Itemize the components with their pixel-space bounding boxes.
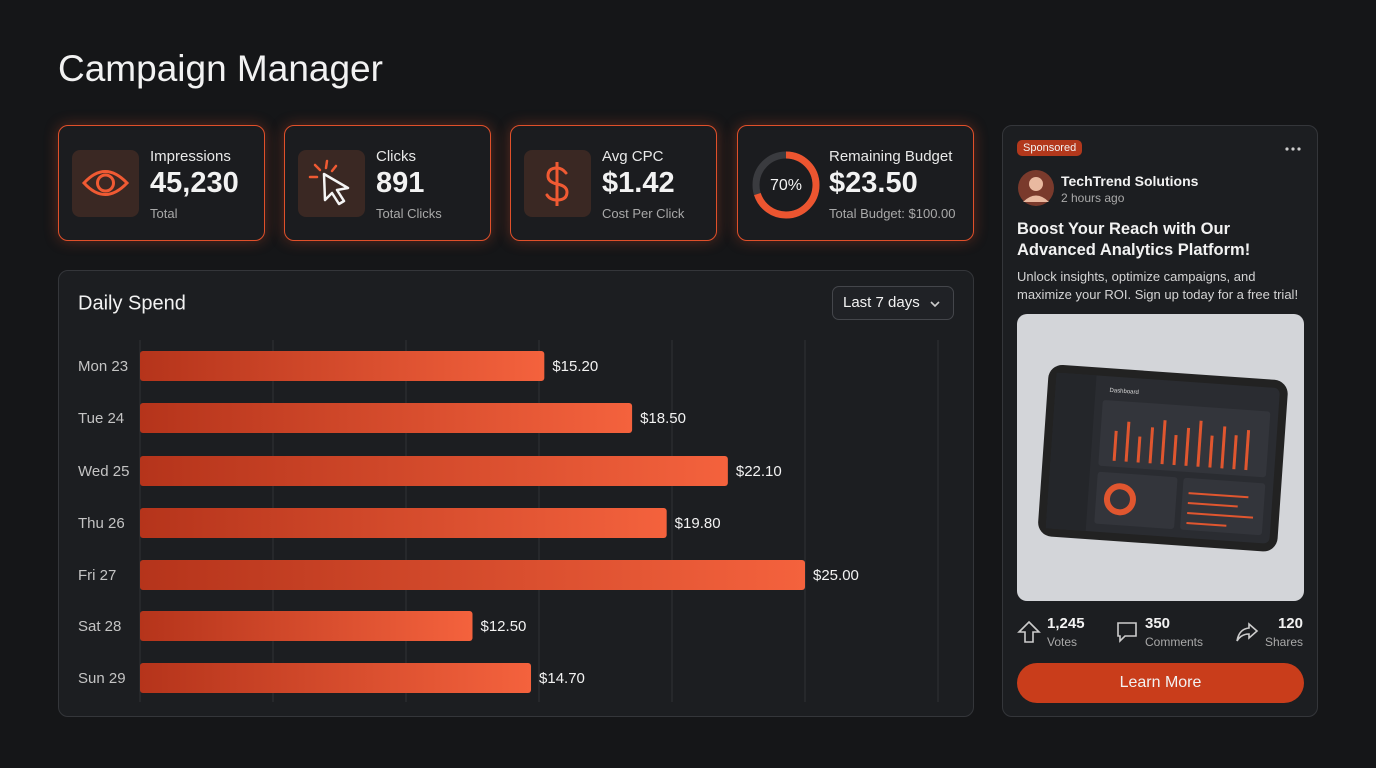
- bar: [140, 456, 728, 486]
- dollar-icon: [545, 162, 569, 206]
- vote-icon[interactable]: [1017, 620, 1041, 644]
- category-label: Sun 29: [78, 670, 126, 687]
- page-title: Campaign Manager: [58, 48, 383, 89]
- sponsored-badge: Sponsored: [1017, 140, 1083, 156]
- bar: [140, 508, 667, 538]
- stat-sub: Total Clicks: [376, 206, 442, 221]
- bar: [140, 560, 805, 590]
- learn-more-button[interactable]: Learn More: [1017, 663, 1304, 703]
- ad-headline: Boost Your Reach with Our Advanced Analy…: [1017, 220, 1251, 259]
- stat-value: $1.42: [602, 167, 675, 199]
- post-time: 2 hours ago: [1061, 191, 1125, 205]
- more-menu[interactable]: [1283, 144, 1303, 154]
- stat-label: Avg CPC: [602, 148, 664, 165]
- filter-label: Last 7 days: [843, 294, 920, 311]
- category-label: Thu 26: [78, 515, 125, 532]
- stat-value: 45,230: [150, 167, 239, 199]
- avatar: [1018, 170, 1054, 206]
- stat-value: 891: [376, 167, 425, 199]
- bar: [140, 403, 633, 433]
- stat-value: $23.50: [829, 167, 918, 199]
- ad-description: Unlock insights, optimize campaigns, and…: [1017, 269, 1299, 302]
- stat-card: Avg CPC $1.42 Cost Per Click: [510, 125, 717, 241]
- stat-sub: Cost Per Click: [602, 206, 685, 221]
- icon-box: [72, 150, 139, 217]
- stat-sub: Total Budget: $100.00: [829, 206, 956, 221]
- stat-card: Impressions 45,230 Total: [58, 125, 265, 241]
- stat-label: Clicks: [376, 148, 416, 165]
- value-label: $18.50: [640, 410, 686, 427]
- category-label: Fri 27: [78, 567, 116, 584]
- stat-card: Clicks 891 Total Clicks: [284, 125, 491, 241]
- chart-panel: [58, 270, 974, 717]
- chevron: [930, 301, 940, 308]
- cursor-icon: [308, 159, 350, 206]
- comments-label: Comments: [1145, 635, 1204, 649]
- ad-panel: Sponsored TechTrend Solutions 2 hours ag…: [1002, 125, 1318, 717]
- value-label: $19.80: [675, 515, 721, 532]
- shares-count: 120: [1277, 615, 1303, 632]
- date-filter[interactable]: Last 7 days: [832, 286, 954, 320]
- ring-label: 70%: [770, 177, 802, 194]
- category-label: Tue 24: [78, 410, 124, 427]
- value-label: $22.10: [736, 463, 782, 480]
- value-label: $25.00: [813, 567, 859, 584]
- company-name: TechTrend Solutions: [1061, 173, 1199, 189]
- eye-icon: [81, 170, 130, 196]
- share-icon[interactable]: [1235, 620, 1259, 644]
- value-label: $14.70: [539, 670, 585, 687]
- icon-box: [298, 150, 365, 217]
- bar: [140, 351, 545, 381]
- stat-label: Impressions: [150, 148, 231, 165]
- stat-label: Remaining Budget: [829, 148, 953, 165]
- category-label: Sat 28: [78, 618, 121, 635]
- votes-label: Votes: [1047, 635, 1078, 649]
- icon-box: [524, 150, 591, 217]
- comments-count: 350: [1145, 615, 1171, 632]
- votes-count: 1,245: [1047, 615, 1085, 632]
- value-label: $15.20: [552, 358, 598, 375]
- shares-label: Shares: [1264, 635, 1303, 649]
- ring-arc: [752, 151, 820, 219]
- chart-title: Daily Spend: [78, 292, 186, 314]
- value-label: $12.50: [481, 618, 527, 635]
- comment-icon[interactable]: [1115, 620, 1139, 644]
- tablet-illustration: Dashboard: [1038, 364, 1288, 552]
- stat-card: 70% Remaining Budget $23.50 Total Budget…: [737, 125, 974, 241]
- image-title: Dashboard: [1109, 388, 1139, 396]
- budget-ring: 70%: [752, 151, 820, 219]
- bar: [140, 611, 473, 641]
- category-label: Mon 23: [78, 358, 128, 375]
- stat-sub: Total: [150, 206, 178, 221]
- ad-image: Dashboard: [1017, 314, 1304, 601]
- category-label: Wed 25: [78, 463, 129, 480]
- bar: [140, 663, 532, 693]
